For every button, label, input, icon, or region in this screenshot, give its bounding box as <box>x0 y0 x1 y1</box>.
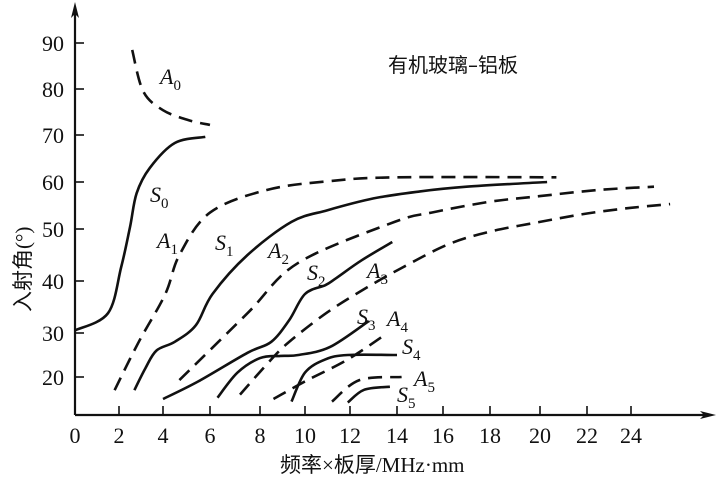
curve-s2 <box>162 240 393 401</box>
curve-label-subscript: 0 <box>161 196 169 212</box>
curve-a1 <box>113 175 557 391</box>
x-tick-label: 22 <box>576 423 598 448</box>
curve-label-a4: A4 <box>385 306 408 336</box>
curve-label-subscript: 1 <box>170 242 178 258</box>
x-tick-label: 16 <box>432 423 454 448</box>
y-tick-label: 20 <box>42 365 64 390</box>
curve-label-subscript: 4 <box>413 348 421 364</box>
curve-label-a5: A5 <box>412 366 435 396</box>
x-tick-label: 20 <box>529 423 551 448</box>
x-tick-label: 14 <box>386 423 408 448</box>
curve-label-letter: S <box>357 304 368 329</box>
y-axis-title: 入射角(°) <box>11 227 35 312</box>
curve-a3 <box>239 202 671 396</box>
curve-a4 <box>272 331 389 401</box>
curve-label-subscript: 1 <box>226 244 234 260</box>
curve-label-subscript: 2 <box>318 274 326 290</box>
curve-label-s3: S3 <box>357 304 376 334</box>
curve-label-subscript: 2 <box>281 252 289 268</box>
x-tick-label: 4 <box>158 423 169 448</box>
curve-label-letter: A <box>412 366 428 391</box>
curve-s4 <box>290 353 398 403</box>
curve-label-letter: A <box>266 238 282 263</box>
curve-label-letter: A <box>158 64 174 89</box>
y-tick-label: 90 <box>42 31 64 56</box>
curve-label-letter: S <box>402 334 413 359</box>
y-axis-arrow <box>71 2 79 18</box>
y-tick-label: 80 <box>42 77 64 102</box>
curve-label-subscript: 5 <box>408 396 416 412</box>
x-tick-label: 10 <box>294 423 316 448</box>
chart-title: 有机玻璃–铝板 <box>388 53 518 77</box>
curve-label-s1: S1 <box>215 230 234 260</box>
curve-label-s4: S4 <box>402 334 421 364</box>
x-axis-arrow <box>700 411 716 419</box>
y-tick-label: 60 <box>42 170 64 195</box>
curve-label-s5: S5 <box>397 382 416 412</box>
curve-label-subscript: 3 <box>380 272 388 288</box>
x-tick-label: 0 <box>70 423 81 448</box>
curve-a0 <box>130 49 211 127</box>
x-tick-label: 6 <box>205 423 216 448</box>
y-tick-label: 50 <box>42 217 64 242</box>
y-tick-label: 30 <box>42 321 64 346</box>
curve-label-letter: A <box>385 306 401 331</box>
curve-label-a0: A0 <box>158 64 181 94</box>
curve-label-a3: A3 <box>365 258 388 288</box>
x-tick-label: 2 <box>114 423 125 448</box>
curve-label-letter: A <box>155 228 171 253</box>
x-tick-label: 8 <box>255 423 266 448</box>
curve-label-letter: S <box>150 182 161 207</box>
x-tick-label: 24 <box>620 423 642 448</box>
curve-label-a2: A2 <box>266 238 289 268</box>
curve-label-subscript: 5 <box>427 380 435 396</box>
curve-label-subscript: 4 <box>400 320 408 336</box>
curve-a2 <box>178 185 655 382</box>
x-tick-label: 12 <box>339 423 361 448</box>
curve-s1 <box>133 180 548 391</box>
curve-label-s2: S2 <box>307 260 326 290</box>
x-tick-label: 18 <box>479 423 501 448</box>
y-tick-label: 40 <box>42 269 64 294</box>
curves <box>74 49 671 404</box>
curve-label-letter: S <box>397 382 408 407</box>
curve-a5 <box>331 375 402 403</box>
curve-label-letter: S <box>307 260 318 285</box>
y-tick-label: 70 <box>42 123 64 148</box>
curve-s0 <box>74 135 206 332</box>
curve-label-subscript: 3 <box>368 318 376 334</box>
curve-label-letter: A <box>365 258 381 283</box>
curve-label-a1: A1 <box>155 228 178 258</box>
curve-s3 <box>216 319 370 399</box>
curve-label-s0: S0 <box>150 182 169 212</box>
curve-label-letter: S <box>215 230 226 255</box>
curve-s5 <box>346 385 391 404</box>
x-axis-title: 频率×板厚/MHz·mm <box>280 453 465 477</box>
curve-label-subscript: 0 <box>173 78 181 94</box>
axes <box>71 2 716 419</box>
